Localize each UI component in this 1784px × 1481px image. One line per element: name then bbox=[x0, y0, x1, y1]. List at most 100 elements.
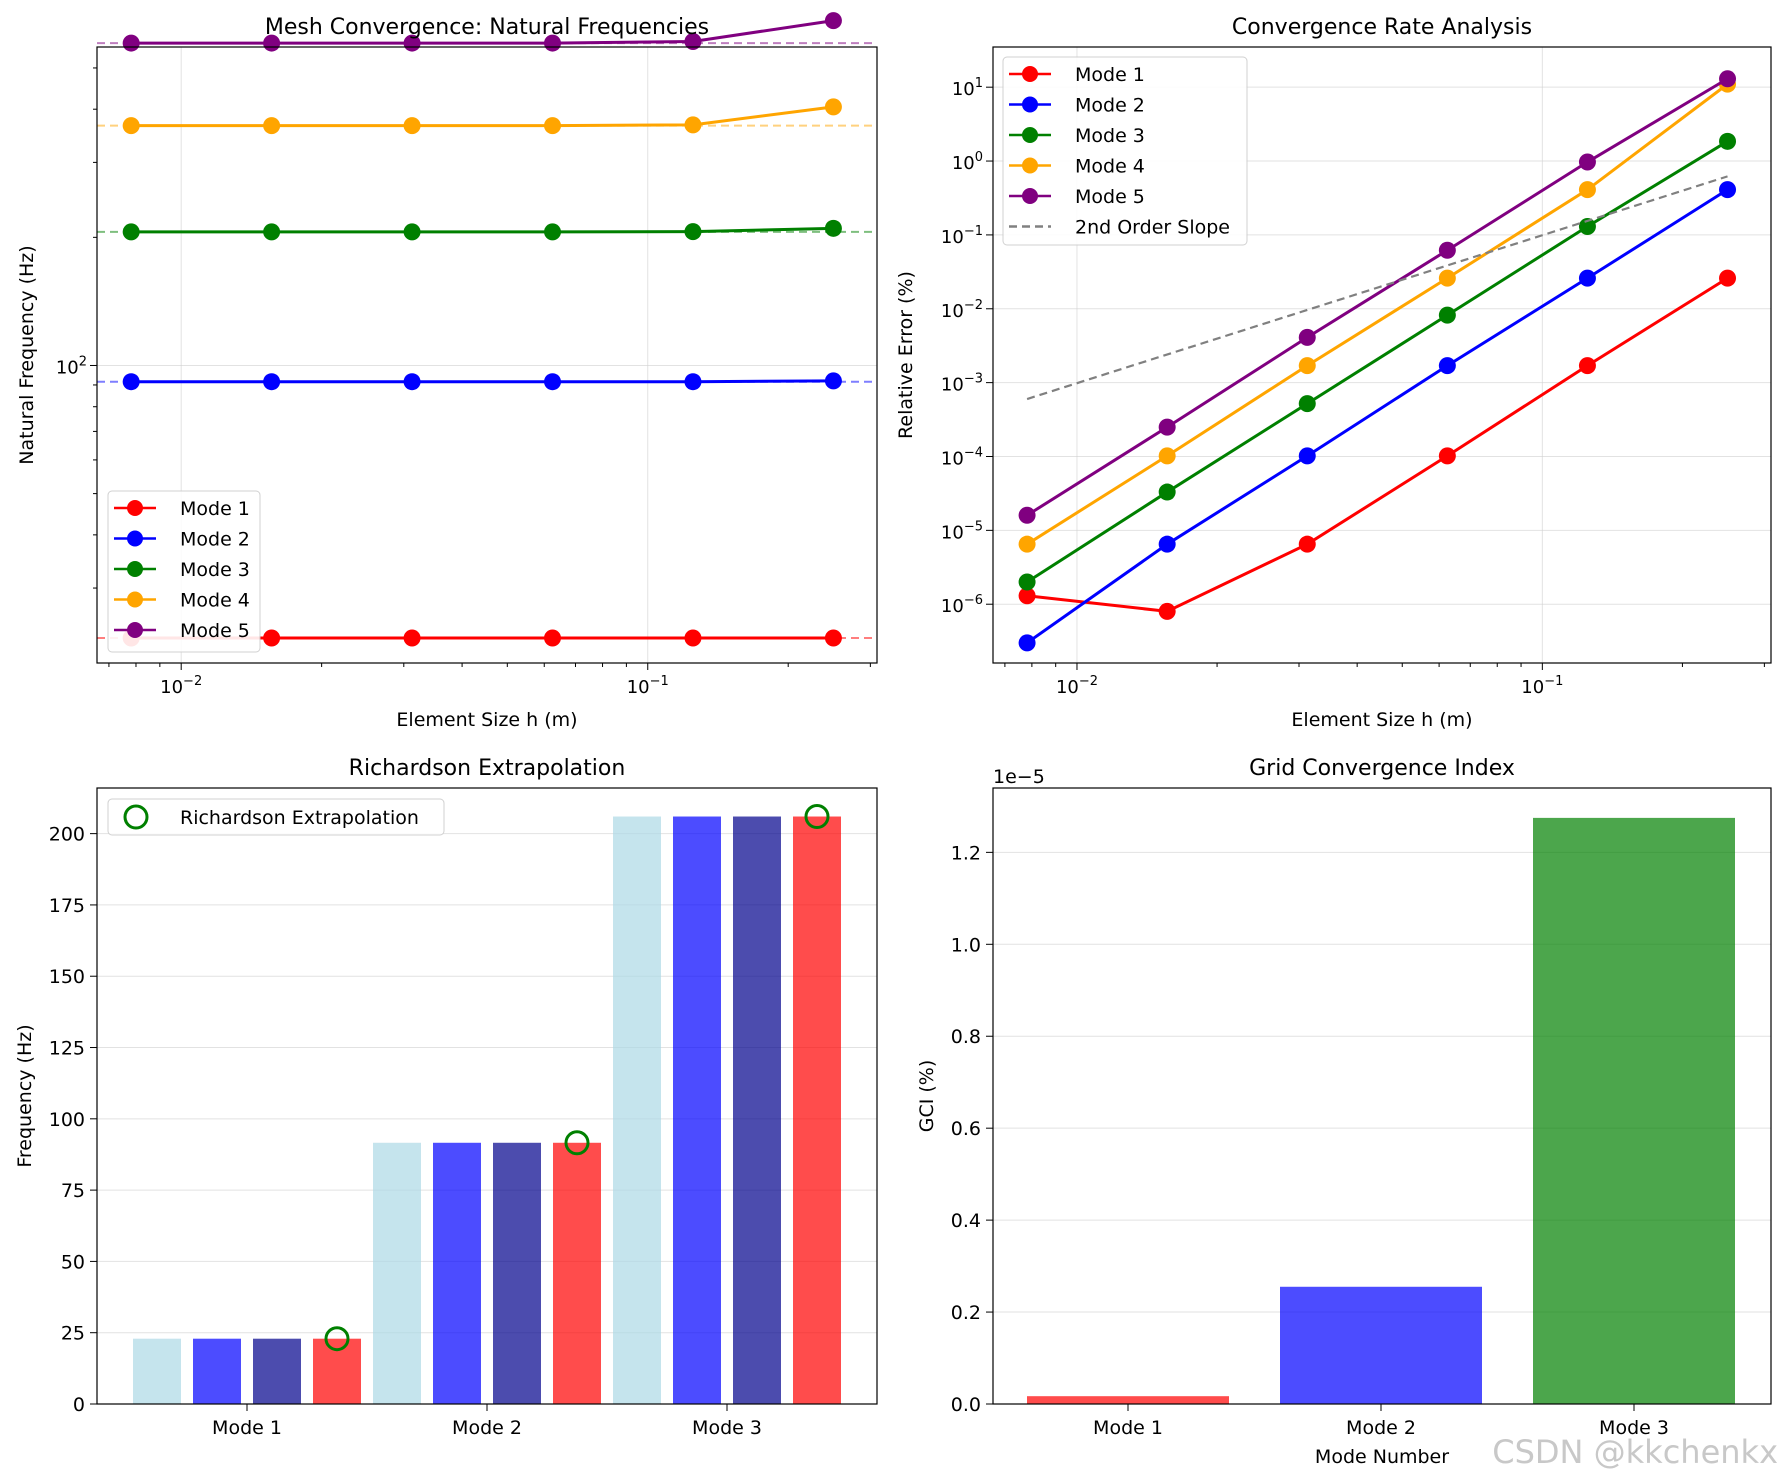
data-point bbox=[1158, 535, 1176, 553]
x-tick-label: Mode 2 bbox=[452, 1417, 522, 1439]
data-point bbox=[403, 223, 421, 241]
y-tick-label: 101 bbox=[952, 76, 983, 100]
bar bbox=[673, 816, 721, 1404]
data-point bbox=[403, 373, 421, 391]
bar bbox=[133, 1338, 181, 1404]
data-point bbox=[544, 117, 562, 135]
series-line bbox=[131, 19, 834, 45]
panel-convergence-rate: 10−2 10−1 10−6 10−5 10−4 10−3 10−2 10−1 100 101 Co… bbox=[895, 15, 1772, 731]
bar bbox=[433, 1142, 481, 1404]
bar bbox=[1027, 1396, 1229, 1404]
data-point bbox=[684, 223, 702, 241]
data-point bbox=[824, 629, 842, 647]
legend-label: Mode 1 bbox=[1075, 64, 1145, 86]
x-tick-label: Mode 1 bbox=[212, 1417, 282, 1439]
data-point bbox=[1298, 447, 1316, 465]
x-axis-label: Element Size h (m) bbox=[1291, 709, 1472, 731]
bar bbox=[373, 1142, 421, 1404]
data-point bbox=[544, 629, 562, 647]
data-point bbox=[122, 373, 140, 391]
y-tick-label: 10−1 bbox=[941, 224, 983, 248]
legend-marker bbox=[127, 530, 143, 547]
data-point bbox=[1438, 357, 1456, 375]
data-point bbox=[684, 373, 702, 391]
legend-label: Mode 4 bbox=[1075, 156, 1145, 178]
series-line bbox=[131, 105, 834, 128]
legend-label: Mode 5 bbox=[1075, 186, 1145, 208]
axis-offset-label: 1e−5 bbox=[993, 766, 1045, 788]
y-tick-label: 175 bbox=[49, 895, 85, 917]
panel-natural-frequencies: 10−2 10−1 102 Mesh Convergence: Natural Fre… bbox=[16, 12, 878, 731]
legend-marker bbox=[1022, 157, 1038, 174]
x-tick-label: 10−1 bbox=[1521, 674, 1563, 698]
x-tick-label: Mode 2 bbox=[1346, 1417, 1416, 1439]
data-point bbox=[263, 629, 281, 647]
x-tick-label: 10−2 bbox=[1056, 674, 1098, 698]
data-point bbox=[122, 117, 140, 135]
legend-box bbox=[107, 798, 445, 836]
legend-marker bbox=[127, 622, 143, 638]
data-point bbox=[1719, 132, 1737, 150]
data-point bbox=[684, 116, 702, 134]
y-tick-label: 100 bbox=[49, 1109, 85, 1131]
data-point bbox=[1438, 306, 1456, 324]
legend-box bbox=[1002, 56, 1248, 246]
data-point bbox=[544, 223, 562, 241]
data-point bbox=[1578, 153, 1596, 171]
series-line bbox=[131, 379, 834, 384]
y-tick-label: 0.6 bbox=[951, 1118, 981, 1140]
bar bbox=[193, 1338, 241, 1404]
data-point bbox=[824, 98, 842, 116]
extrapolation-marker bbox=[804, 804, 830, 830]
y-tick-label: 100 bbox=[952, 150, 983, 174]
bar bbox=[553, 1142, 601, 1404]
x-tick-label: 10−1 bbox=[627, 674, 669, 698]
data-point bbox=[1018, 634, 1036, 652]
x-tick-label: Mode 3 bbox=[692, 1417, 762, 1439]
data-point bbox=[403, 117, 421, 135]
bar bbox=[493, 1142, 541, 1404]
y-tick-label: 75 bbox=[61, 1180, 85, 1202]
x-axis-label: Mode Number bbox=[1315, 1446, 1449, 1468]
y-tick-label: 150 bbox=[49, 966, 85, 988]
chart-title: Richardson Extrapolation bbox=[349, 756, 626, 781]
data-point bbox=[1438, 241, 1456, 259]
legend-label: Mode 5 bbox=[180, 620, 250, 642]
y-tick-label: 10−6 bbox=[941, 593, 983, 617]
series-line bbox=[1026, 77, 1729, 517]
data-point bbox=[122, 223, 140, 241]
data-point bbox=[1719, 181, 1737, 199]
data-point bbox=[1719, 269, 1737, 287]
data-point bbox=[263, 373, 281, 391]
legend-marker bbox=[127, 561, 143, 577]
panel-richardson-extrapolation: 0 25 50 75 100 125 150 175 200 Mode 1 Mode 2 Mode 3… bbox=[14, 756, 878, 1439]
y-axis-label: Natural Frequency (Hz) bbox=[16, 245, 38, 464]
reference-slope-line bbox=[1026, 175, 1728, 401]
legend-label: Mode 2 bbox=[1075, 95, 1145, 117]
series-line bbox=[1026, 140, 1729, 584]
legend-marker bbox=[1022, 188, 1038, 204]
y-tick-label: 125 bbox=[49, 1038, 85, 1060]
y-tick-label: 25 bbox=[61, 1323, 85, 1345]
y-tick-label: 50 bbox=[61, 1251, 85, 1273]
data-point bbox=[824, 372, 842, 390]
series-line bbox=[1026, 276, 1729, 613]
legend-label: Mode 3 bbox=[1075, 125, 1145, 147]
x-axis-label: Element Size h (m) bbox=[396, 709, 577, 731]
data-point bbox=[1018, 535, 1036, 553]
data-point bbox=[1438, 269, 1456, 287]
plot-area bbox=[96, 787, 878, 1405]
data-point bbox=[263, 223, 281, 241]
data-point bbox=[1018, 573, 1036, 591]
plot-area bbox=[992, 46, 1772, 664]
chart-title: Mesh Convergence: Natural Frequencies bbox=[265, 15, 709, 40]
legend-label: Mode 1 bbox=[180, 498, 250, 520]
legend-marker bbox=[1022, 66, 1038, 82]
y-tick-label: 10−5 bbox=[941, 519, 983, 543]
extrapolation-marker bbox=[564, 1130, 590, 1156]
y-axis-label: GCI (%) bbox=[916, 1060, 938, 1133]
data-point bbox=[1298, 357, 1316, 375]
bar bbox=[613, 816, 661, 1404]
series-line bbox=[131, 226, 834, 234]
legend-marker bbox=[1022, 127, 1038, 143]
